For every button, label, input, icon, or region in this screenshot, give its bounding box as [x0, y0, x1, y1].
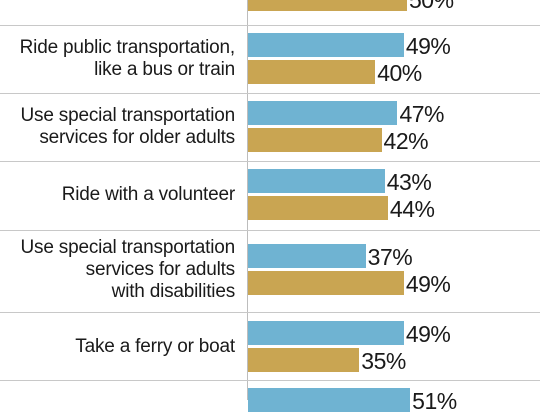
- category-label-line: with disabilities: [111, 280, 236, 302]
- bar-series-a: [248, 244, 366, 268]
- bar-series-b: [248, 60, 376, 84]
- category-label: Ride public transportation, like a bus or…: [0, 36, 236, 81]
- category-label: Use special transportation services for a…: [0, 236, 236, 303]
- bar-value-label: 47%: [399, 101, 444, 127]
- bar-series-b: [248, 196, 388, 220]
- bar-value-label: 51%: [412, 388, 457, 414]
- category-label-line: Ride public transportation,: [19, 36, 236, 58]
- category-label-line: Ride with a volunteer: [61, 183, 235, 205]
- bar-series-b: [248, 348, 360, 372]
- bar-value-label: 49%: [405, 33, 451, 59]
- group-separator: [0, 312, 540, 313]
- bar-series-a: [248, 321, 404, 345]
- group-separator: [0, 93, 540, 94]
- bar-value-label: 50%: [409, 0, 454, 13]
- category-label-line: Use special transportation: [20, 104, 236, 126]
- group-separator: [0, 230, 540, 231]
- group-separator: [0, 161, 540, 162]
- bar-series-a: [248, 101, 398, 125]
- bar-value-label: 44%: [389, 196, 435, 222]
- category-label-line: services for older adults: [39, 126, 235, 148]
- bar-value-label: 49%: [405, 321, 451, 347]
- bar-value-label: 40%: [377, 60, 422, 86]
- bar-value-label: 37%: [367, 244, 413, 270]
- category-label-line: like a bus or train: [94, 58, 235, 80]
- category-label-line: Take a ferry or boat: [75, 335, 235, 357]
- category-label: Use special transportation services for o…: [0, 104, 236, 149]
- category-axis-line: [247, 0, 248, 400]
- category-label: Take a ferry or boat: [0, 336, 235, 358]
- bar-value-label: 43%: [386, 169, 432, 195]
- bar-series-b: [248, 128, 382, 152]
- group-separator: [0, 380, 540, 381]
- bar-series-a: [248, 33, 404, 57]
- bar-value-label: 49%: [405, 271, 451, 297]
- category-label: Ride with a volunteer: [0, 184, 235, 206]
- category-label-line: services for adults: [85, 258, 236, 280]
- bar-series-a: [248, 388, 411, 412]
- bar-value-label: 35%: [361, 348, 406, 374]
- category-label-line: Use special transportation: [20, 236, 236, 258]
- bar-value-label: 42%: [383, 128, 429, 154]
- group-separator: [0, 25, 540, 26]
- bar-series-b: [248, 0, 407, 11]
- bar-series-b: [248, 271, 404, 295]
- bar-series-a: [248, 169, 385, 193]
